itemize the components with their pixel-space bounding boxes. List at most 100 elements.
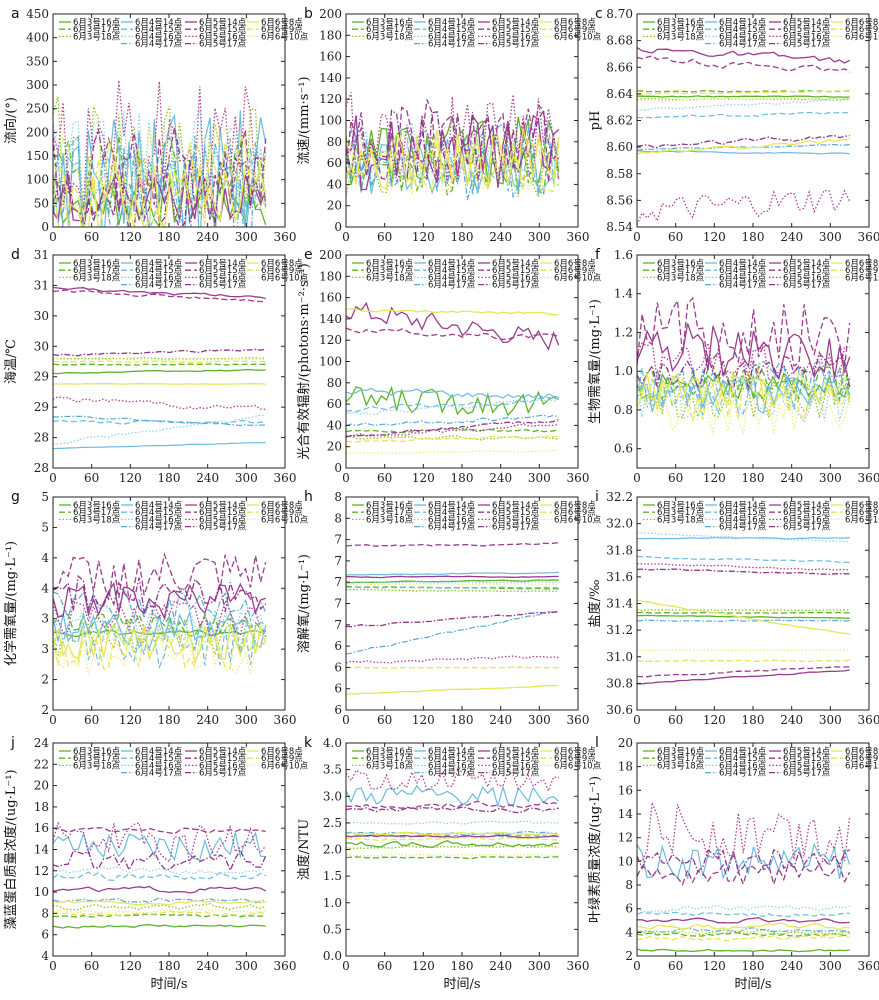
series-line [53, 848, 267, 872]
y-tick-label: 31.2 [606, 623, 633, 637]
legend-entry: 6月4号15点 [135, 754, 183, 764]
y-axis-label: 叶绿素质量浓度/(ug·L⁻¹) [587, 776, 603, 923]
series-line [637, 150, 850, 155]
legend-entry: 6月5号15点 [492, 508, 540, 518]
legend-entry: 6月5号15点 [492, 266, 540, 276]
x-tick-label: 0 [49, 230, 57, 244]
legend-entry: 6月5号16点 [783, 273, 831, 283]
x-tick-label: 120 [703, 230, 726, 244]
legend-entry: 6月5号15点 [199, 754, 247, 764]
x-tick-label: 60 [668, 959, 683, 973]
panel-j: 0 60 120 180 240 300 360 4 6 8 10 12 14 16 18 20 22 24 j 藻蓝… [3, 735, 309, 992]
y-tick-label: 8.56 [606, 193, 633, 207]
x-tick-label: 240 [489, 471, 512, 485]
y-tick-label: 18 [618, 760, 633, 774]
series-line [53, 123, 267, 218]
y-axis-label: 盐度/‰ [587, 580, 603, 628]
y-tick-label: 300 [26, 78, 49, 92]
y-tick-label: 14 [34, 843, 50, 857]
y-tick-label: 200 [319, 7, 342, 21]
series-line [346, 301, 560, 351]
legend: 6月3号16点6月3号17点6月3号18点6月4号14点6月4号15点6月4号1… [643, 747, 879, 779]
legend-entry: 6月6号10点 [554, 761, 602, 771]
series-line [637, 563, 850, 571]
legend-entry: 6月5号14点 [199, 18, 247, 28]
series-line [637, 555, 850, 564]
y-tick-label: 4 [625, 925, 633, 939]
legend: 6月3号16点6月3号17点6月3号18点6月4号14点6月4号15点6月4号1… [59, 18, 309, 50]
x-tick-label: 120 [703, 959, 726, 973]
legend-entry: 6月4号17点 [719, 40, 767, 50]
y-tick-label: 8.62 [606, 114, 633, 128]
series-line [53, 360, 266, 363]
legend-entry: 6月3号18点 [657, 515, 705, 525]
series-line [637, 374, 851, 415]
x-tick-label: 180 [158, 959, 181, 973]
legend-entry: 6月5号14点 [199, 747, 247, 757]
x-tick-label: 300 [819, 713, 842, 727]
legend-entry: 6月5号14点 [492, 501, 540, 511]
y-tick-label: 2 [41, 703, 49, 717]
y-tick-label: 3 [41, 612, 49, 626]
y-axis-label: 浊度/NTU [296, 819, 312, 880]
legend-entry: 6月4号14点 [135, 501, 183, 511]
legend-entry: 6月3号16点 [657, 747, 705, 757]
legend-entry: 6月5号17点 [492, 769, 540, 779]
legend-entry: 6月6号9点 [261, 754, 303, 764]
legend-entry: 6月5号16点 [492, 761, 540, 771]
x-tick-label: 240 [196, 959, 219, 973]
legend-entry: 6月6号10点 [554, 32, 602, 42]
y-tick-label: 150 [26, 149, 49, 163]
series-line [346, 418, 559, 438]
series-line [637, 922, 850, 931]
x-tick-label: 360 [274, 230, 297, 244]
series-group [53, 286, 266, 450]
legend-entry: 6月4号16点 [428, 273, 476, 283]
legend-entry: 6月4号15点 [428, 508, 476, 518]
series-line [346, 800, 559, 810]
series-line [53, 80, 266, 212]
y-tick-label: 8 [334, 490, 342, 504]
y-tick-label: 8.60 [606, 140, 633, 154]
y-tick-label: 16 [34, 821, 49, 835]
legend-entry: 6月4号17点 [135, 281, 183, 291]
legend-entry: 6月6号8点 [554, 747, 596, 757]
legend-entry: 6月5号17点 [492, 40, 540, 50]
series-line [637, 932, 850, 937]
legend-entry: 6月6号8点 [261, 501, 303, 511]
series-line [53, 383, 266, 385]
series-line [637, 929, 850, 936]
y-tick-label: 0.0 [323, 949, 342, 963]
y-tick-label: 8.54 [606, 220, 633, 234]
series-line [346, 128, 560, 190]
series-line [637, 143, 850, 151]
legend-entry: 6月6号8点 [261, 747, 303, 757]
y-axis-label: 光合有效辐射/(photons·m⁻²·s⁻¹) [296, 263, 312, 460]
series-line [346, 137, 560, 200]
y-tick-label: 3.5 [323, 763, 342, 777]
series-line [53, 885, 267, 894]
series-line [346, 856, 559, 860]
series-line [637, 537, 850, 540]
series-line [637, 842, 851, 880]
x-tick-label: 300 [528, 230, 551, 244]
legend-entry: 6月3号17点 [73, 25, 121, 35]
x-tick-label: 240 [780, 713, 803, 727]
series-line [637, 362, 851, 402]
x-tick-label: 240 [780, 959, 803, 973]
series-line [637, 97, 850, 111]
series-line [346, 806, 559, 814]
series-line [53, 618, 266, 670]
series-line [53, 599, 267, 637]
legend-entry: 6月3号17点 [657, 754, 705, 764]
legend-entry: 6月6号10点 [261, 32, 309, 42]
x-tick-label: 60 [84, 230, 99, 244]
legend-entry: 6月4号14点 [428, 747, 476, 757]
y-axis-label: 流向/(°) [3, 97, 19, 144]
y-tick-label: 100 [319, 355, 342, 369]
x-tick-label: 180 [742, 230, 765, 244]
panel-h: 0 60 120 180 240 300 360 6 6 6 6 7 7 7 7 7 8 8 h 溶解氧/(mg·L⁻… [297, 489, 602, 727]
legend-entry: 6月5号14点 [492, 259, 540, 269]
legend-entry: 6月6号8点 [554, 259, 596, 269]
legend: 6月3号16点6月3号17点6月3号18点6月4号14点6月4号15点6月4号1… [352, 259, 602, 291]
